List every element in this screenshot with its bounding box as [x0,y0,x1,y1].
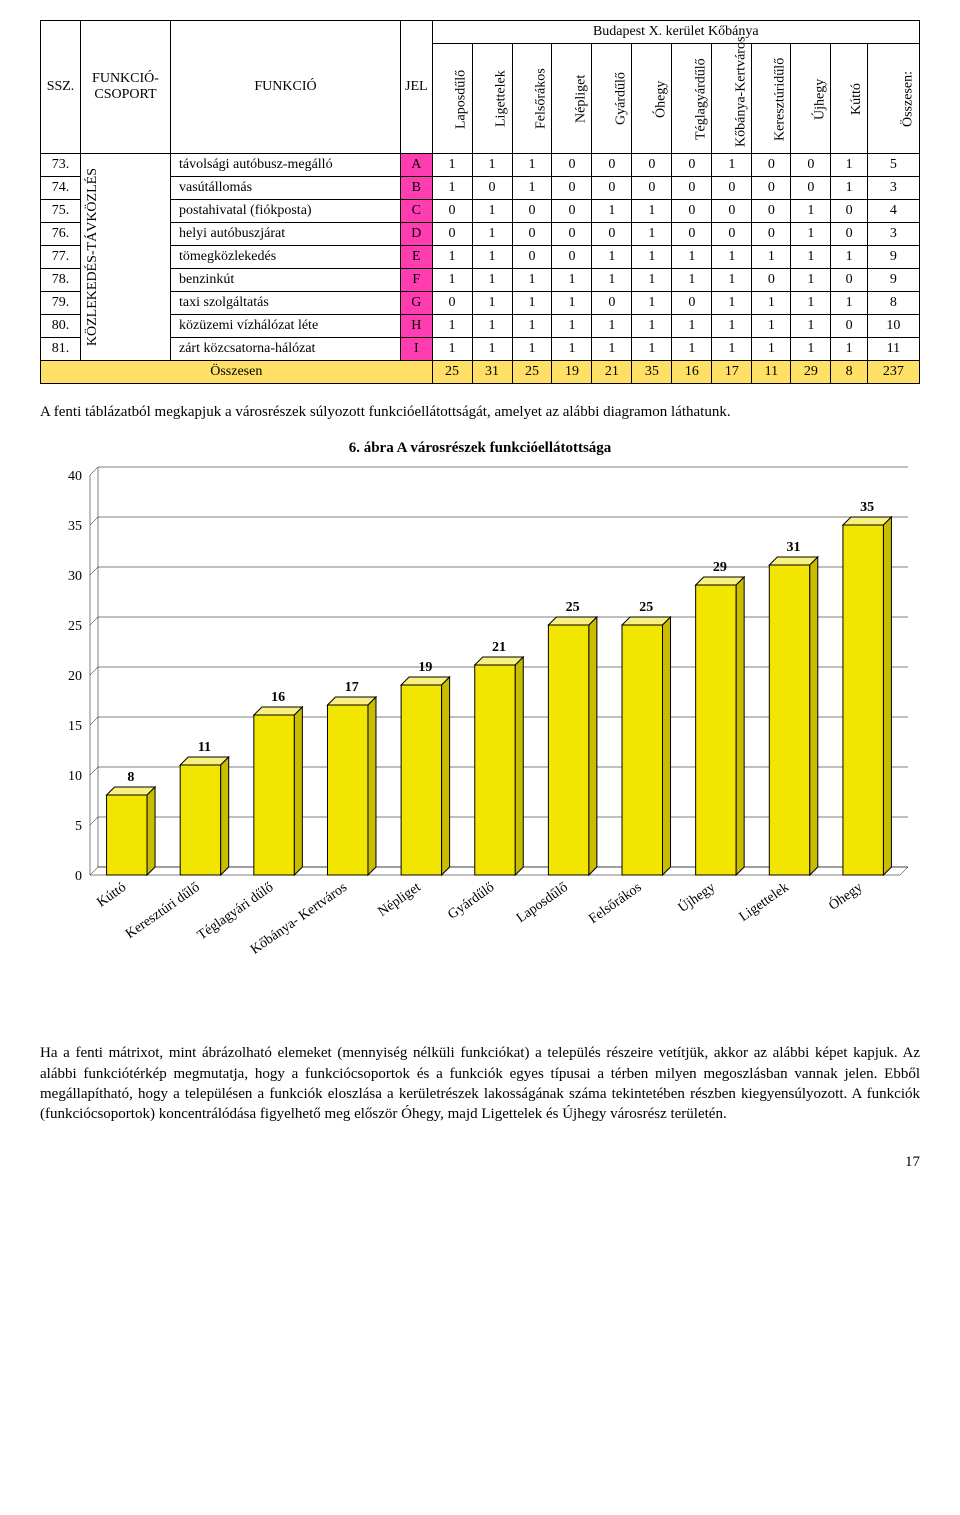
district-header: Gyárdűlő [592,44,632,154]
y-tick-label: 5 [75,819,82,834]
district-header: Kúttó [831,44,867,154]
x-tick-label: Kúttó [94,880,129,911]
x-tick-label: Felsőrákos [586,880,644,927]
gridline [90,867,98,875]
x-tick-label: Ligettelek [737,880,792,925]
district-header: Népliget [552,44,592,154]
bar [769,565,810,875]
page-number: 17 [40,1154,920,1171]
district-header: Téglagyárdűlő [672,44,712,154]
gridline [90,667,98,675]
super-header: Budapest X. kerület Kőbánya [432,21,919,44]
bar-value-label: 21 [492,640,506,655]
bar-value-label: 29 [713,560,727,575]
bar-side [736,577,744,875]
paragraph-intro: A fenti táblázatból megkapjuk a városrés… [40,402,920,422]
gridline [90,467,98,475]
table-row: 78.benzinkútF111111110109 [41,269,920,292]
y-tick-label: 30 [68,569,82,584]
bar-side [883,517,891,875]
function-table: SSZ.FUNKCIÓ-CSOPORTFUNKCIÓJELBudapest X.… [40,20,920,384]
gridline [90,617,98,625]
gridline [90,817,98,825]
bar [327,705,368,875]
bar [696,585,737,875]
y-tick-label: 0 [75,869,82,884]
district-header: Felsőrákos [512,44,552,154]
table-row: 80.közüzemi vízhálózat léteH111111111101… [41,315,920,338]
bar-chart: 0 5 10 15 20 25 30 35 40 8 Kúttó 11 Keresztúri dűlő 1… [40,465,920,1025]
gridline [90,517,98,525]
y-tick-label: 25 [68,619,82,634]
x-tick-label: Keresztúri dűlő [123,880,203,942]
bar-value-label: 35 [860,500,874,515]
table-body: 73.KÖZLEKEDÉS-TÁVKÖZLÉStávolsági autóbus… [41,154,920,384]
chart-container: 0 5 10 15 20 25 30 35 40 8 Kúttó 11 Keresztúri dűlő 1… [40,465,920,1025]
table-row: 73.KÖZLEKEDÉS-TÁVKÖZLÉStávolsági autóbus… [41,154,920,177]
x-tick-label: Óhegy [825,879,865,914]
x-tick-label: Újhegy [675,879,719,917]
axis-line [900,867,908,875]
totals-row: Összesen253125192135161711298237 [41,361,920,384]
bar-side [663,617,671,875]
col-header: SSZ. [41,21,81,154]
bar [254,715,295,875]
col-header: JEL [401,21,433,154]
chart-caption: 6. ábra A városrészek funkcióellátottság… [40,440,920,457]
district-header: Újhegy [791,44,831,154]
y-tick-label: 15 [68,719,82,734]
bar-side [221,757,229,875]
district-header: Keresztúridűlő [752,44,791,154]
paragraph-outro: Ha a fenti mátrixot, mint ábrázolható el… [40,1043,920,1124]
bar [622,625,663,875]
bar [548,625,589,875]
x-tick-label: Laposdűlő [514,880,571,926]
table-row: 77.tömegközlekedésE110011111119 [41,246,920,269]
bar-side [368,697,376,875]
table-head: SSZ.FUNKCIÓ-CSOPORTFUNKCIÓJELBudapest X.… [41,21,920,154]
y-tick-label: 10 [68,769,82,784]
table-row: 79.taxi szolgáltatásG011101011118 [41,292,920,315]
table-row: 76.helyi autóbuszjáratD010001000103 [41,223,920,246]
bar-value-label: 25 [566,600,580,615]
bar-side [442,677,450,875]
district-header: Ligettelek [472,44,512,154]
bar [475,665,516,875]
district-header: Óhegy [632,44,672,154]
bar-value-label: 16 [271,690,285,705]
table-row: 81.zárt közcsatorna-hálózatI111111111111… [41,338,920,361]
bar-value-label: 19 [418,660,432,675]
x-tick-label: Népliget [376,880,424,920]
bar [180,765,221,875]
y-tick-label: 40 [68,469,82,484]
gridline [90,767,98,775]
bar-side [294,707,302,875]
bar-value-label: 31 [787,540,801,555]
bar-side [147,787,155,875]
bar-value-label: 25 [639,600,653,615]
district-header: Összesen: [867,44,919,154]
bar [401,685,442,875]
bar-side [810,557,818,875]
col-header: FUNKCIÓ [171,21,401,154]
group-label: KÖZLEKEDÉS-TÁVKÖZLÉS [81,154,171,361]
y-tick-label: 35 [68,519,82,534]
bar-side [589,617,597,875]
bar [107,795,147,875]
district-header: Laposdűlő [432,44,472,154]
table-row: 74.vasútállomásB101000000013 [41,177,920,200]
district-header: Kőbánya-Kertváros [712,44,752,154]
bar-value-label: 17 [345,680,359,695]
x-tick-label: Gyárdűlő [445,880,497,923]
bar-value-label: 11 [198,740,211,755]
bar-side [515,657,523,875]
col-header: FUNKCIÓ-CSOPORT [81,21,171,154]
gridline [90,567,98,575]
table-row: 75.postahivatal (fiókposta)C010011000104 [41,200,920,223]
bar [843,525,884,875]
y-tick-label: 20 [68,669,82,684]
gridline [90,717,98,725]
bar-value-label: 8 [127,770,134,785]
